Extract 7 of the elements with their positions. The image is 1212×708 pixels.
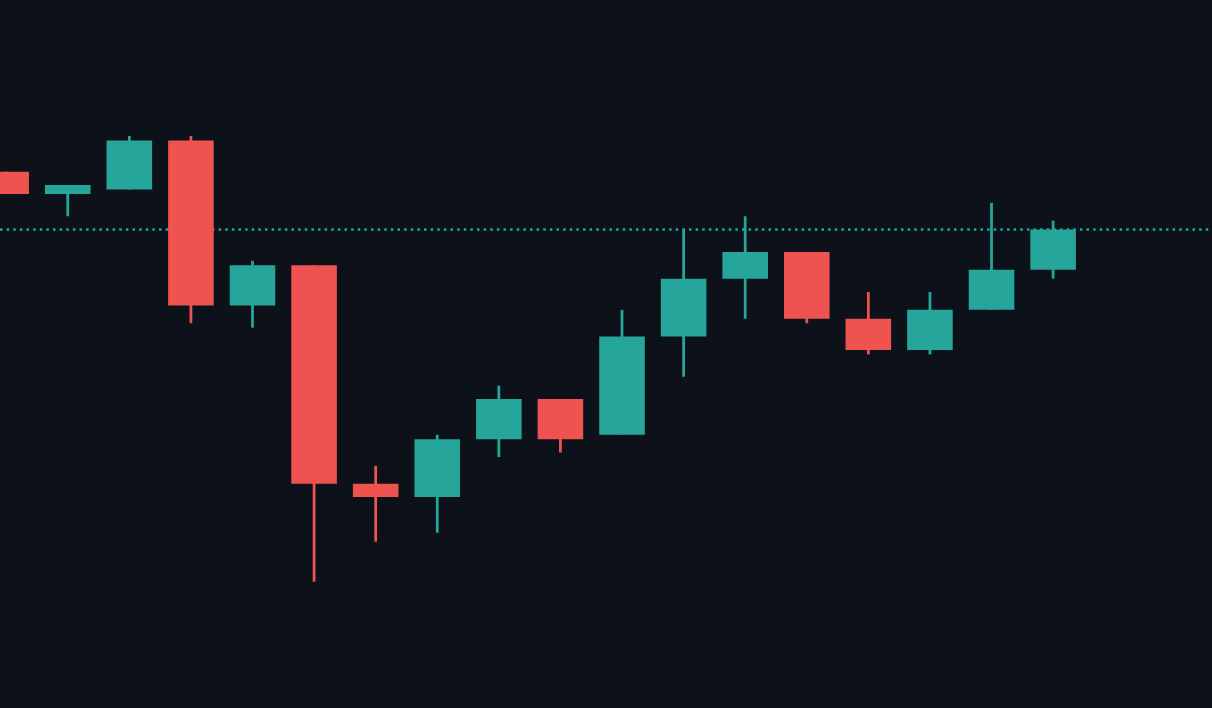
candlestick	[44, 183, 91, 218]
candlestick	[907, 290, 953, 356]
candlestick	[845, 290, 892, 356]
candlestick	[352, 464, 399, 544]
candlestick	[537, 397, 584, 454]
candlestick	[476, 384, 522, 459]
candlestick	[229, 259, 276, 330]
